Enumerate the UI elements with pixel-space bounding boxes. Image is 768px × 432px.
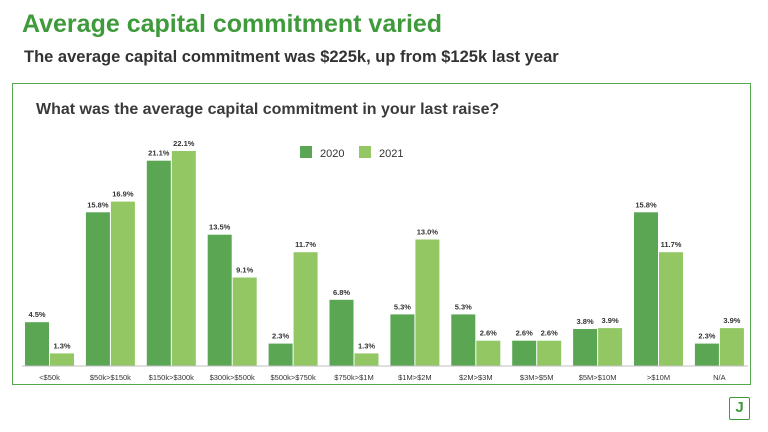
x-tick-label-10m: >$10M <box>647 373 670 382</box>
value-label-2020-50k: 4.5% <box>28 310 45 319</box>
value-label-2020-500k-750k: 2.3% <box>272 332 289 341</box>
x-axis-labels: <$50k $50k>$150k $150k>$300k $300k>$500k $50… <box>39 373 725 382</box>
page-subtitle: The average capital commitment was $225k… <box>24 48 559 66</box>
x-tick-label-3m-5m: $3M>$5M <box>520 373 554 382</box>
bar-2020-5m-10m <box>573 329 598 366</box>
page-title: Average capital commitment varied <box>22 10 443 38</box>
value-label-2021-300k-500k: 9.1% <box>236 266 253 275</box>
bar-2020-2m-3m <box>451 314 476 366</box>
value-label-2020-2m-3m: 5.3% <box>455 302 472 311</box>
value-label-2021-50k: 1.3% <box>53 341 70 350</box>
bar-2020-50k-150k <box>85 212 110 366</box>
legend-label-2020: 2020 <box>320 148 344 160</box>
chart-title: What was the average capital commitment … <box>36 101 500 118</box>
value-label-2021-500k-750k: 11.7% <box>295 240 316 249</box>
value-label-2021-n-a: 3.9% <box>723 316 740 325</box>
x-tick-label-50k: <$50k <box>39 373 60 382</box>
value-label-2021-3m-5m: 2.6% <box>541 329 558 338</box>
bar-2020-750k-1m <box>329 299 354 366</box>
bar-2020-150k-300k <box>146 160 171 366</box>
bar-2021-10m <box>659 252 683 366</box>
bar-2021-50k-150k <box>110 201 135 366</box>
value-label-2021-10m: 11.7% <box>661 240 682 249</box>
x-tick-label-750k-1m: $750k>$1M <box>334 373 373 382</box>
legend-label-2021: 2021 <box>379 148 403 160</box>
value-label-2021-1m-2m: 13.0% <box>417 228 439 237</box>
bar-2021-500k-750k <box>293 252 318 366</box>
x-tick-label-50k-150k: $50k>$150k <box>90 373 131 382</box>
bar-2021-3m-5m <box>537 340 562 366</box>
bar-2020-50k <box>25 322 49 366</box>
bar-2020-3m-5m <box>512 340 537 366</box>
bar-2021-2m-3m <box>476 340 501 366</box>
value-label-2020-300k-500k: 13.5% <box>209 223 231 232</box>
chart-legend: 2020 2021 <box>300 146 403 160</box>
legend-swatch-2020 <box>300 146 312 158</box>
bar-2020-1m-2m <box>390 314 415 366</box>
value-label-2020-1m-2m: 5.3% <box>394 302 411 311</box>
x-tick-label-150k-300k: $150k>$300k <box>149 373 194 382</box>
x-tick-label-5m-10m: $5M>$10M <box>579 373 617 382</box>
value-label-2020-50k-150k: 15.8% <box>87 200 109 209</box>
x-tick-label-n-a: N/A <box>713 373 726 382</box>
legend-swatch-2021 <box>359 146 371 158</box>
value-label-2020-10m: 15.8% <box>635 200 657 209</box>
x-tick-label-500k-750k: $500k>$750k <box>270 373 315 382</box>
bar-2020-300k-500k <box>207 234 232 366</box>
value-label-2020-n-a: 2.3% <box>698 332 715 341</box>
bar-2021-150k-300k <box>171 151 196 366</box>
value-label-2021-750k-1m: 1.3% <box>358 341 375 350</box>
value-label-2021-2m-3m: 2.6% <box>480 329 497 338</box>
value-label-2021-50k-150k: 16.9% <box>112 190 134 199</box>
value-label-2021-150k-300k: 22.1% <box>173 139 195 148</box>
value-label-2021-5m-10m: 3.9% <box>602 316 619 325</box>
bar-2020-500k-750k <box>268 343 293 366</box>
bar-2021-750k-1m <box>354 353 379 366</box>
value-label-2020-3m-5m: 2.6% <box>516 329 533 338</box>
logo-mark: J <box>729 397 750 420</box>
bar-2021-50k <box>50 353 74 366</box>
bars-group <box>25 151 744 366</box>
x-tick-label-300k-500k: $300k>$500k <box>210 373 255 382</box>
x-tick-label-1m-2m: $1M>$2M <box>398 373 432 382</box>
bar-2021-300k-500k <box>232 277 257 366</box>
value-label-2020-5m-10m: 3.8% <box>577 317 594 326</box>
bar-2021-n-a <box>719 328 744 366</box>
value-label-2020-750k-1m: 6.8% <box>333 288 350 297</box>
value-labels-group: 4.5%1.3%15.8%16.9%21.1%22.1%13.5%9.1%2.3… <box>28 139 740 350</box>
bar-2021-1m-2m <box>415 239 440 366</box>
bar-2021-5m-10m <box>598 328 623 366</box>
bar-2020-10m <box>634 212 658 366</box>
bar-2020-n-a <box>694 343 719 366</box>
x-tick-label-2m-3m: $2M>$3M <box>459 373 493 382</box>
chart-panel <box>12 83 751 385</box>
value-label-2020-150k-300k: 21.1% <box>148 149 170 158</box>
